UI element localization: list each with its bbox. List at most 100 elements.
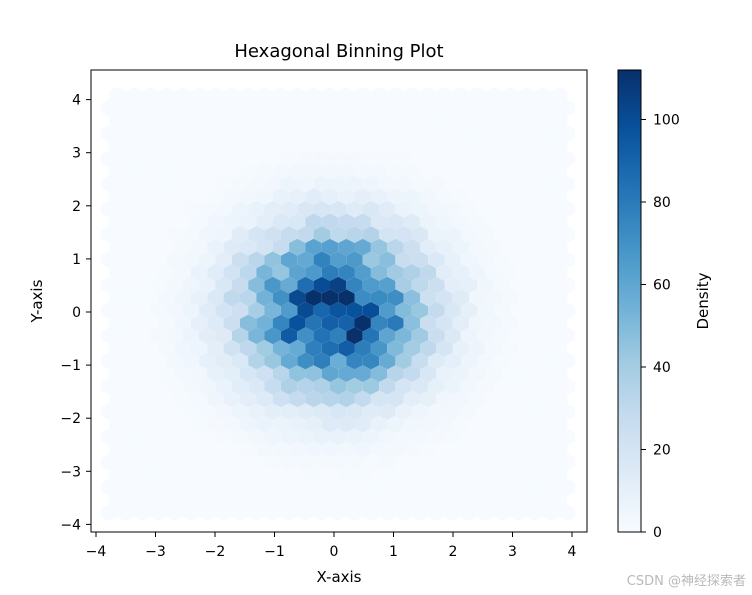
hex-cell [199,175,216,193]
hex-cell [518,390,535,408]
hex-cell [411,200,429,218]
hex-cell [174,289,191,307]
hex-cell [387,87,404,104]
hex-cell [174,339,191,357]
hex-cell [330,327,347,345]
hex-cell [199,428,216,446]
hex-cell [469,390,486,408]
hex-cell [166,352,183,370]
hex-cell [559,301,576,319]
hex-cell [264,276,281,294]
hex-cell [321,415,339,433]
hex-cell [125,491,142,509]
hex-cell [190,365,208,382]
hex-cell [370,264,388,281]
hex-cell [256,162,273,180]
hex-cell [501,213,519,231]
hex-cell [150,175,167,193]
hex-cell [272,188,290,205]
hex-cell [493,175,510,193]
hex-cell [501,162,519,180]
hex-cell [403,264,420,281]
hex-cell [338,441,355,458]
hex-cell [100,428,118,446]
hex-cell [338,188,355,205]
hex-cell [158,365,175,382]
hex-cell [240,466,257,484]
hex-cell [215,403,232,420]
hex-cell [485,466,502,484]
hex-cell [141,112,159,130]
hex-cell [510,226,527,243]
hex-cell [199,377,216,395]
hex-cell [338,415,355,433]
hex-cell [133,504,150,522]
hex-cell [420,112,437,130]
hex-cell [182,504,200,522]
hex-cell [190,112,208,130]
hex-cell [395,99,412,117]
hex-cell [526,327,543,345]
hex-cell [330,226,347,243]
hex-cell [117,251,134,269]
hex-cell [248,276,265,294]
hex-cell [559,428,576,446]
hex-cell [280,175,298,193]
hex-cell [534,238,551,256]
hex-cell [256,112,273,130]
hex-cell [542,276,560,294]
hex-cell [542,453,560,471]
hex-cell [272,441,290,458]
hex-cell [125,415,142,433]
hex-cell [330,352,347,370]
hex-cell [428,327,445,345]
hex-cell [338,264,355,281]
hex-cell [338,238,355,256]
hex-cell [362,377,380,395]
hex-cell [109,213,126,231]
hex-cell [420,466,437,484]
hex-cell [452,112,470,130]
hex-cell [117,327,134,345]
hex-cell [485,441,502,458]
hex-cell [289,188,306,205]
hex-cell [133,226,150,243]
hex-cell [305,466,322,484]
hex-cell [305,491,322,509]
hex-cell [387,491,404,509]
hex-cell [256,314,273,332]
hex-cell [518,238,535,256]
hex-cell [207,188,224,205]
hex-cell [182,251,200,269]
hex-cell [436,491,453,509]
hex-cell [100,377,118,395]
hex-cell [559,175,576,193]
hex-cell [510,428,527,446]
hex-cell [559,251,576,269]
hex-cell [354,289,371,307]
hex-cell [460,403,478,420]
hex-cell [387,441,404,458]
hex-cell [256,415,273,433]
hex-cell [223,87,240,104]
hex-cell [452,238,470,256]
hex-cell [403,112,420,130]
hex-cell [321,238,339,256]
hex-cell [534,365,551,382]
hex-cell [330,276,347,294]
hex-cell [460,200,478,218]
hex-cell [436,87,453,104]
hex-cell [550,112,568,130]
hex-cell [264,150,281,168]
hex-cell [256,466,273,484]
hex-cell [280,403,298,420]
hex-cell [542,175,560,193]
hex-cell [313,352,330,370]
hex-cell [428,124,445,142]
hex-cell [428,150,445,168]
hex-cell [158,339,175,357]
hex-cell [182,301,200,319]
hex-cell [485,390,502,408]
hex-cell [158,213,175,231]
y-tick-label: −3 [60,464,81,480]
